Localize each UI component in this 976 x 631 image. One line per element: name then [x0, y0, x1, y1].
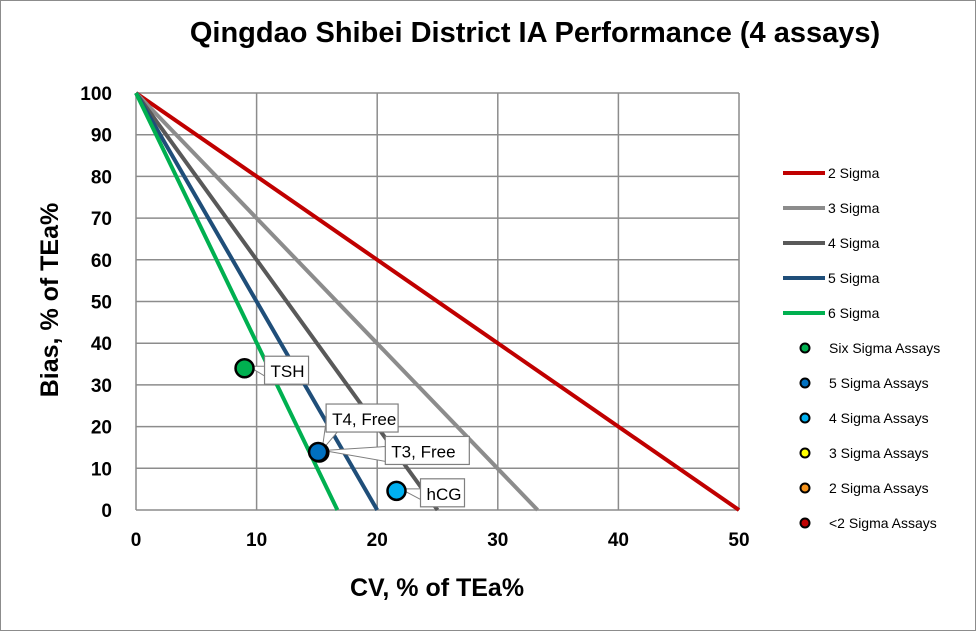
y-tick-label: 40 — [91, 334, 112, 355]
legend-label: Six Sigma Assays — [829, 340, 940, 356]
sigma-line — [134, 92, 340, 511]
data-label-box — [419, 478, 466, 508]
y-tick-label: 10 — [91, 459, 112, 480]
legend-label: 2 Sigma Assays — [829, 480, 929, 496]
y-tick-label: 80 — [91, 167, 112, 188]
x-tick-label: 0 — [131, 530, 142, 551]
legend-label: 6 Sigma — [828, 305, 880, 321]
y-tick-label: 70 — [91, 209, 112, 230]
legend-label: 5 Sigma — [828, 270, 880, 286]
legend-marker-swatch — [799, 482, 811, 494]
y-axis-label: Bias, % of TEa% — [36, 203, 64, 398]
data-label-box — [325, 403, 399, 433]
y-tick-label: 100 — [80, 84, 112, 105]
chart-title: Qingdao Shibei District IA Performance (… — [190, 17, 880, 49]
legend-label: 2 Sigma — [828, 165, 880, 181]
legend-label: 5 Sigma Assays — [829, 375, 929, 391]
y-tick-label: 50 — [91, 293, 112, 314]
legend-marker-swatch — [799, 342, 811, 354]
data-label-box — [384, 435, 470, 466]
y-tick-label: 30 — [91, 376, 112, 397]
sigma-line — [134, 91, 741, 512]
data-point — [234, 357, 255, 379]
x-tick-label: 10 — [246, 530, 267, 551]
x-tick-label: 50 — [728, 530, 749, 551]
data-label-text: T4, Free — [332, 410, 396, 429]
legend-label: 4 Sigma Assays — [829, 410, 929, 426]
legend-label: 3 Sigma Assays — [829, 445, 929, 461]
data-label: TSH — [246, 355, 310, 385]
data-label: hCG — [400, 478, 466, 508]
x-tick-label: 40 — [608, 530, 629, 551]
x-tick-label: 30 — [487, 530, 508, 551]
sigma-line — [134, 91, 540, 512]
legend-marker-swatch — [799, 447, 811, 459]
legend-label: 3 Sigma — [828, 200, 880, 216]
legend-marker-swatch — [799, 412, 811, 424]
data-label-box — [263, 355, 310, 385]
data-label-text: TSH — [271, 362, 305, 381]
data-label: T3, Free — [323, 435, 470, 466]
y-tick-label: 20 — [91, 418, 112, 439]
data-label-text: hCG — [426, 485, 461, 504]
data-point — [307, 441, 329, 463]
legend-label: 4 Sigma — [828, 235, 880, 251]
legend-marker-swatch — [799, 377, 811, 389]
legend-marker-swatch — [799, 517, 811, 529]
x-axis-label: CV, % of TEa% — [350, 574, 524, 602]
y-tick-label: 0 — [101, 501, 112, 522]
y-tick-label: 60 — [91, 251, 112, 272]
data-label: T4, Free — [321, 403, 399, 452]
legend-label: <2 Sigma Assays — [829, 515, 937, 531]
x-tick-label: 20 — [367, 530, 388, 551]
data-point — [386, 480, 407, 502]
sigma-line — [134, 91, 379, 512]
y-tick-label: 90 — [91, 126, 112, 147]
data-label-text: T3, Free — [391, 442, 455, 461]
